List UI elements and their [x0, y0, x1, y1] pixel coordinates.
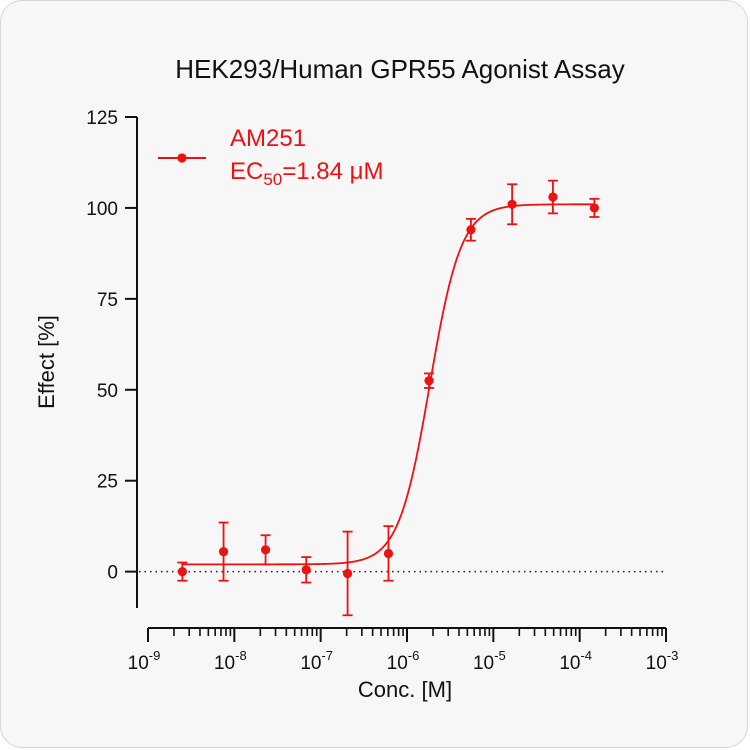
y-tick-label: 75 [97, 290, 118, 311]
x-axis: 10-9 10-8 10-7 10-6 10-5 10-4 10-3 [128, 627, 679, 674]
data-point [260, 545, 271, 555]
y-tick-label: 125 [86, 108, 118, 129]
y-tick-label: 25 [97, 472, 118, 493]
data-point [466, 225, 476, 235]
y-tick-label: 0 [107, 563, 118, 584]
x-tick-label: 10-6 [387, 648, 420, 674]
data-point [589, 203, 599, 213]
x-axis-label: Conc. [M] [358, 677, 452, 702]
data-point [383, 548, 394, 559]
legend: AM251 EC50=1.84 μM [158, 125, 383, 189]
data-point [301, 565, 311, 575]
fit-curve [182, 203, 595, 566]
data-point [177, 567, 187, 577]
legend-ec50-label: EC50=1.84 μM [230, 158, 383, 189]
legend-series-name: AM251 [230, 125, 306, 152]
plot-area [177, 179, 600, 617]
y-tick-label: 100 [86, 199, 118, 220]
y-tick-label: 50 [97, 381, 118, 402]
y-axis-label: Effect [%] [34, 315, 59, 409]
data-point [548, 192, 558, 202]
x-tick-label: 10-9 [128, 648, 161, 674]
x-tick-label: 10-5 [473, 648, 506, 674]
x-tick-label: 10-4 [559, 648, 592, 674]
x-tick-label: 10-8 [214, 648, 247, 674]
x-tick-label: 10-3 [646, 648, 679, 674]
data-point [342, 568, 353, 579]
x-tick-label: 10-7 [300, 648, 333, 674]
data-point [218, 547, 229, 557]
data-point [507, 199, 517, 209]
data-point [424, 376, 434, 386]
chart-title: HEK293/Human GPR55 Agonist Assay [175, 54, 624, 84]
y-axis: 0 25 50 75 100 125 [86, 108, 138, 608]
legend-marker [177, 153, 187, 163]
